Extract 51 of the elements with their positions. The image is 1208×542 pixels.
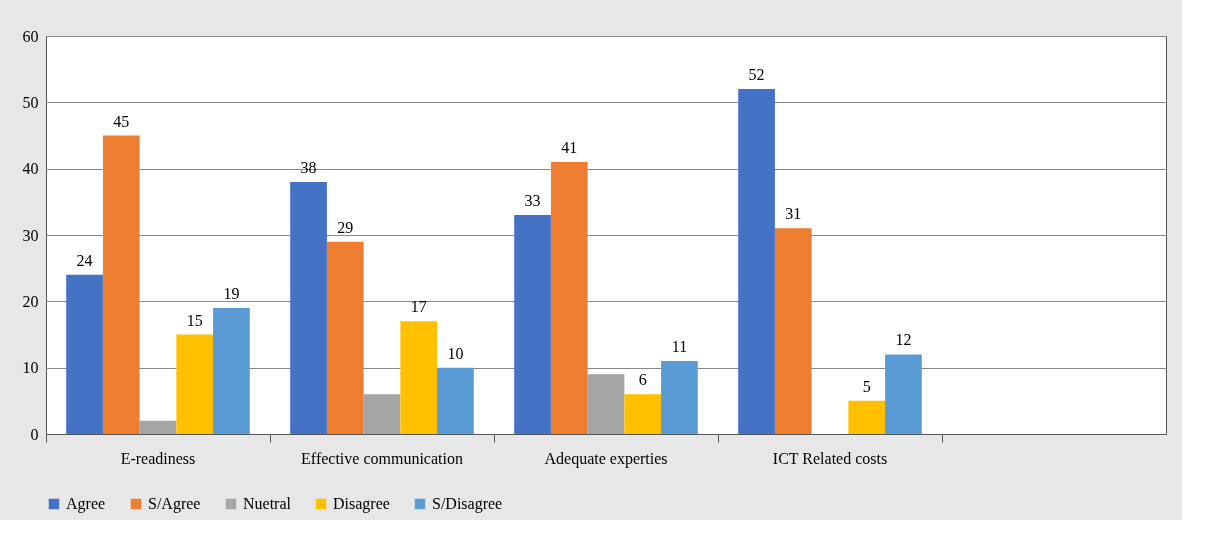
data-label: 5 <box>862 377 871 395</box>
y-tick-label: 40 <box>22 160 39 178</box>
bar <box>213 307 250 434</box>
bar <box>139 420 177 434</box>
data-label: 10 <box>447 344 464 362</box>
bar <box>514 215 551 434</box>
bar <box>774 228 812 434</box>
data-label: 52 <box>748 66 765 84</box>
bar <box>176 334 214 434</box>
y-tick-label: 20 <box>22 292 39 310</box>
x-tick-label: ICT Related costs <box>772 449 888 467</box>
x-tick-label: Adequate experties <box>544 449 668 468</box>
bar <box>400 321 438 434</box>
data-label: 19 <box>223 284 240 302</box>
bar <box>363 394 401 434</box>
bar <box>290 181 327 434</box>
x-tick-label: Effective communication <box>301 449 463 467</box>
bar <box>587 374 625 434</box>
bar <box>550 162 588 434</box>
bar <box>102 135 140 434</box>
y-tick-label: 0 <box>30 425 39 443</box>
bar <box>885 354 922 434</box>
bar <box>66 274 103 434</box>
data-label: 33 <box>524 192 541 210</box>
legend-label: Disagree <box>333 495 390 513</box>
y-tick-label: 50 <box>22 93 39 111</box>
bar <box>437 367 474 434</box>
data-label: 17 <box>410 298 427 316</box>
bar <box>326 241 364 434</box>
data-label: 11 <box>671 338 688 356</box>
data-label: 24 <box>76 251 93 269</box>
data-label: 41 <box>561 139 578 157</box>
bar <box>624 394 662 434</box>
y-tick-label: 10 <box>22 359 39 377</box>
data-label: 38 <box>300 158 317 176</box>
data-label: 6 <box>638 371 647 389</box>
data-label: 45 <box>113 112 130 130</box>
y-tick-label: 30 <box>22 226 39 244</box>
y-tick-label: 60 <box>22 27 39 45</box>
bar <box>848 400 886 434</box>
data-label: 12 <box>895 331 912 349</box>
data-label: 31 <box>785 205 802 223</box>
x-tick-label: E-readiness <box>120 449 196 467</box>
data-label: 29 <box>337 218 354 236</box>
legend-label: S/Disagree <box>432 495 503 513</box>
data-label: 15 <box>186 311 203 329</box>
legend-label: S/Agree <box>148 495 201 513</box>
bar <box>661 361 698 434</box>
legend-label: Agree <box>66 495 106 513</box>
bar <box>738 89 775 434</box>
legend-label: Nuetral <box>243 495 292 512</box>
